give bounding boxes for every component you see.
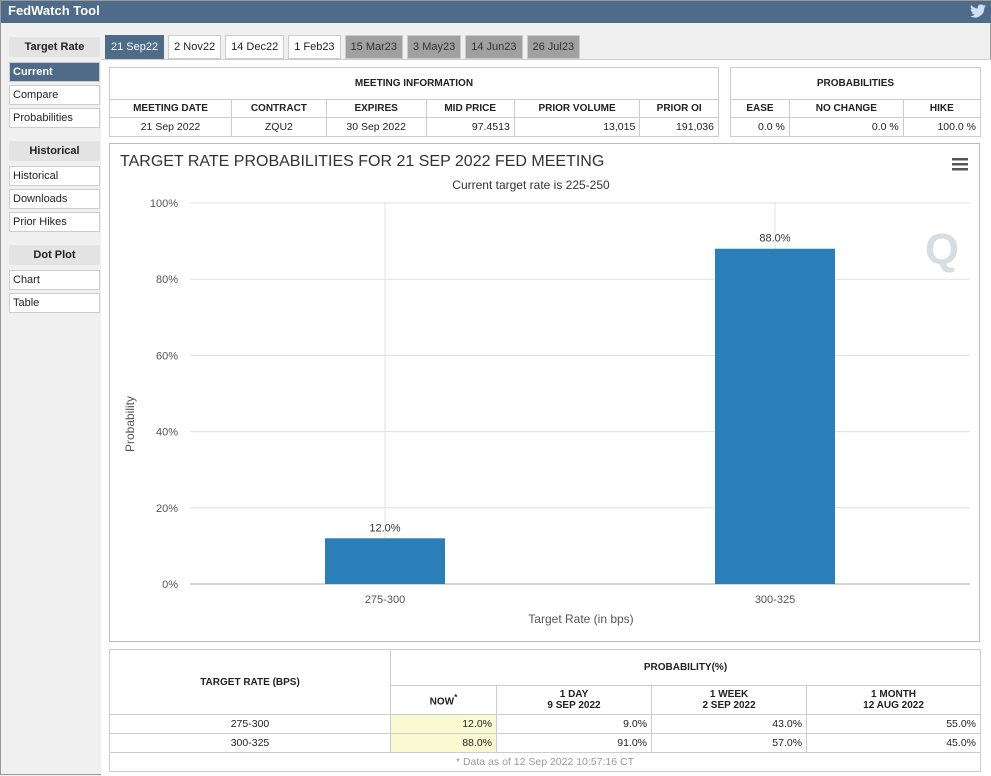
- col-no-change: NO CHANGE: [788, 99, 904, 118]
- sidebar-item-historical[interactable]: Historical: [9, 166, 100, 186]
- probabilities-table: PROBABILITIES EASE NO CHANGE HIKE 0.0 % …: [730, 67, 982, 137]
- col-prior-volume: PRIOR VOLUME: [513, 99, 641, 118]
- meeting-tabs: 21 Sep22 2 Nov22 14 Dec22 1 Feb23 15 Mar…: [105, 35, 581, 59]
- data-label: 12.0%: [369, 522, 400, 534]
- contract: ZQU2: [231, 117, 327, 137]
- app-header: FedWatch Tool: [1, 1, 991, 23]
- col-1-day-date: 9 SEP 2022: [547, 700, 601, 711]
- rate: 275-300: [109, 714, 391, 734]
- sidebar-item-prior-hikes[interactable]: Prior Hikes: [9, 212, 100, 232]
- y-axis-label: Probability: [123, 396, 137, 452]
- col-now: NOW: [429, 696, 455, 708]
- probability-chart: TARGET RATE PROBABILITIES FOR 21 SEP 202…: [120, 153, 970, 626]
- tab-2-nov22[interactable]: 2 Nov22: [168, 35, 222, 59]
- hike-value: 100.0 %: [902, 117, 982, 137]
- col-hike: HIKE: [902, 99, 982, 118]
- sidebar-section-dot-plot: Dot Plot: [9, 245, 100, 265]
- twitter-icon[interactable]: [970, 4, 986, 18]
- sidebar-item-chart[interactable]: Chart: [9, 270, 100, 290]
- y-tick-label: 40%: [156, 427, 178, 439]
- meeting-date: 21 Sep 2022: [109, 117, 232, 137]
- col-target-rate: TARGET RATE (BPS): [109, 649, 391, 715]
- chart-panel: TARGET RATE PROBABILITIES FOR 21 SEP 202…: [109, 143, 980, 642]
- col-1-week: 1 WEEK: [709, 689, 749, 700]
- y-tick-label: 0%: [162, 579, 178, 591]
- chart-subtitle: Current target rate is 225-250: [452, 178, 610, 192]
- sidebar-section-target-rate: Target Rate: [9, 37, 100, 57]
- chart-title: TARGET RATE PROBABILITIES FOR 21 SEP 202…: [120, 153, 604, 170]
- sidebar-item-downloads[interactable]: Downloads: [9, 189, 100, 209]
- sidebar-item-probabilities[interactable]: Probabilities: [9, 108, 100, 128]
- col-prior-oi: PRIOR OI: [639, 99, 719, 118]
- sidebar-item-compare[interactable]: Compare: [9, 85, 100, 105]
- data-footnote: * Data as of 12 Sep 2022 10:57:16 CT: [109, 752, 981, 772]
- no-change-value: 0.0 %: [788, 117, 904, 137]
- sidebar-section-historical: Historical: [9, 141, 100, 161]
- y-tick-label: 60%: [156, 350, 178, 362]
- probability-group-header: PROBABILITY(%): [390, 649, 981, 686]
- tab-3-may23[interactable]: 3 May23: [407, 35, 462, 59]
- app-title: FedWatch Tool: [8, 3, 100, 18]
- table-row: 275-300 12.0% 9.0% 43.0% 55.0%: [109, 714, 981, 734]
- col-mid-price: MID PRICE: [425, 99, 515, 118]
- bar-300-325: [715, 248, 835, 584]
- menu-icon[interactable]: [952, 158, 968, 171]
- tab-21-sep22[interactable]: 21 Sep22: [105, 35, 165, 59]
- rate: 300-325: [109, 733, 391, 753]
- now-value: 88.0%: [390, 733, 497, 753]
- day-value: 91.0%: [495, 733, 653, 753]
- x-tick-label: 300-325: [755, 594, 795, 606]
- y-tick-label: 80%: [156, 274, 178, 286]
- prior-volume: 13,015: [513, 117, 641, 137]
- col-expires: EXPIRES: [325, 99, 427, 118]
- col-meeting-date: MEETING DATE: [109, 99, 232, 118]
- col-1-month-date: 12 AUG 2022: [863, 700, 924, 711]
- now-footnote-mark: *: [454, 692, 458, 703]
- col-contract: CONTRACT: [231, 99, 327, 118]
- probabilities-title: PROBABILITIES: [730, 67, 981, 100]
- month-value: 55.0%: [806, 714, 981, 734]
- data-label: 88.0%: [759, 233, 790, 245]
- tab-26-jul23[interactable]: 26 Jul23: [526, 35, 581, 59]
- meeting-info-table: MEETING INFORMATION MEETING DATE CONTRAC…: [109, 67, 719, 137]
- week-value: 43.0%: [651, 714, 808, 734]
- col-1-week-date: 2 SEP 2022: [702, 700, 756, 711]
- col-ease: EASE: [730, 99, 790, 118]
- sidebar-item-table[interactable]: Table: [9, 293, 100, 313]
- bar-275-300: [325, 538, 445, 584]
- month-value: 45.0%: [806, 733, 981, 753]
- y-tick-label: 20%: [156, 503, 178, 515]
- now-value: 12.0%: [390, 714, 497, 734]
- q-watermark-icon: Q: [925, 225, 959, 274]
- prior-oi: 191,036: [639, 117, 719, 137]
- meeting-info-title: MEETING INFORMATION: [109, 67, 719, 100]
- table-row: 300-325 88.0% 91.0% 57.0% 45.0%: [109, 733, 981, 753]
- expires: 30 Sep 2022: [325, 117, 427, 137]
- col-1-month: 1 MONTH: [871, 689, 917, 700]
- sidebar: Target Rate Current Compare Probabilitie…: [9, 37, 100, 316]
- week-value: 57.0%: [651, 733, 808, 753]
- x-tick-label: 275-300: [365, 594, 405, 606]
- ease-value: 0.0 %: [730, 117, 790, 137]
- tab-1-feb23[interactable]: 1 Feb23: [288, 35, 341, 59]
- col-1-day: 1 DAY: [559, 689, 589, 700]
- x-axis-label: Target Rate (in bps): [528, 612, 633, 626]
- y-tick-label: 100%: [150, 198, 178, 210]
- tab-15-mar23[interactable]: 15 Mar23: [344, 35, 404, 59]
- tab-14-dec22[interactable]: 14 Dec22: [225, 35, 285, 59]
- sidebar-item-current[interactable]: Current: [9, 62, 100, 82]
- probability-history-table: TARGET RATE (BPS) PROBABILITY(%) NOW* 1 …: [109, 649, 981, 772]
- tab-14-jun23[interactable]: 14 Jun23: [465, 35, 523, 59]
- day-value: 9.0%: [495, 714, 653, 734]
- mid-price: 97.4513: [425, 117, 515, 137]
